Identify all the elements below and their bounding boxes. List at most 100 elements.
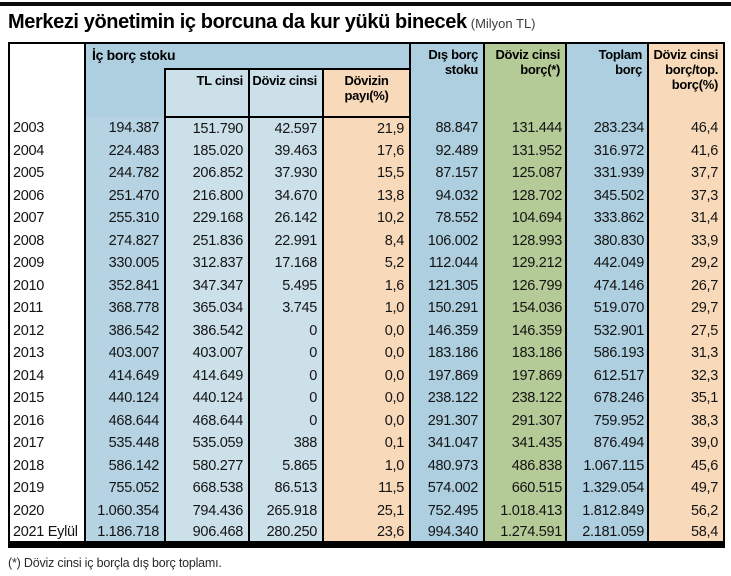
title-unit: (Milyon TL) <box>470 16 536 31</box>
table-cell: 1.067.115 <box>565 454 650 477</box>
table-cell: 612.517 <box>565 364 650 387</box>
table-row: 2003 194.387 151.790 42.597 21,9 88.847 131.44… <box>8 117 726 140</box>
table-cell: 146.359 <box>409 319 486 342</box>
header-doviz-cinsi-borc: Döviz cinsi borç(*) <box>483 43 568 117</box>
table-cell: 331.939 <box>565 162 650 185</box>
table-cell: 197.869 <box>483 364 568 387</box>
table-cell: 13,8 <box>321 184 412 207</box>
table-row: 2006 251.470 216.800 34.670 13,8 94.032 128.70… <box>8 184 726 207</box>
debt-table: İç borç stoku Dış borç stoku Döviz cinsi… <box>8 42 726 548</box>
table-cell: 121.305 <box>409 274 486 297</box>
table-cell: 10,2 <box>321 207 412 230</box>
table-cell: 345.502 <box>565 184 650 207</box>
row-year-label: 2018 <box>8 454 86 477</box>
table-cell: 1.018.413 <box>483 499 568 522</box>
table-cell: 532.901 <box>565 319 650 342</box>
table-cell: 660.515 <box>483 477 568 500</box>
table-cell: 46,4 <box>647 117 726 140</box>
table-cell: 194.387 <box>84 117 166 140</box>
table-cell: 129.212 <box>483 252 568 275</box>
table-cell: 35,1 <box>647 387 726 410</box>
row-year-label: 2013 <box>8 342 86 365</box>
table-cell: 224.483 <box>84 139 166 162</box>
table-cell: 0,1 <box>321 432 412 455</box>
table-cell: 251.470 <box>84 184 166 207</box>
table-cell: 994.340 <box>409 522 486 545</box>
row-year-label: 2020 <box>8 499 86 522</box>
table-cell: 468.644 <box>84 409 166 432</box>
table-cell: 906.468 <box>164 522 250 545</box>
table-cell: 42.597 <box>248 117 324 140</box>
table-cell: 37,7 <box>647 162 726 185</box>
table-cell: 474.146 <box>565 274 650 297</box>
table-row: 2014 414.649 414.649 0 0,0 197.869 197.869 612.… <box>8 364 726 387</box>
table-cell: 468.644 <box>164 409 250 432</box>
row-year-label: 2008 <box>8 229 86 252</box>
table-cell: 0,0 <box>321 409 412 432</box>
row-year-label: 2019 <box>8 477 86 500</box>
table-cell: 586.193 <box>565 342 650 365</box>
table-cell: 151.790 <box>164 117 250 140</box>
table-row: 2004 224.483 185.020 39.463 17,6 92.489 131.95… <box>8 139 726 162</box>
title-row: Merkezi yönetimin iç borcuna da kur yükü… <box>8 11 536 34</box>
table-cell: 31,4 <box>647 207 726 230</box>
table-cell: 347.347 <box>164 274 250 297</box>
table-cell: 17,6 <box>321 139 412 162</box>
table-cell: 32,3 <box>647 364 726 387</box>
table-cell: 752.495 <box>409 499 486 522</box>
table-cell: 580.277 <box>164 454 250 477</box>
table-cell: 197.869 <box>409 364 486 387</box>
table-cell: 668.538 <box>164 477 250 500</box>
table-cell: 37,3 <box>647 184 726 207</box>
debt-table-body: 2003 194.387 151.790 42.597 21,9 88.847 131.44… <box>8 117 726 545</box>
table-cell: 0,0 <box>321 342 412 365</box>
page-title: Merkezi yönetimin iç borcuna da kur yükü… <box>8 11 467 33</box>
table-cell: 86.513 <box>248 477 324 500</box>
table-cell: 0 <box>248 319 324 342</box>
table-cell: 37.930 <box>248 162 324 185</box>
table-cell: 403.007 <box>84 342 166 365</box>
row-year-label: 2014 <box>8 364 86 387</box>
table-cell: 330.005 <box>84 252 166 275</box>
debt-table-header: İç borç stoku Dış borç stoku Döviz cinsi… <box>8 43 726 118</box>
table-cell: 316.972 <box>565 139 650 162</box>
row-year-label: 2016 <box>8 409 86 432</box>
table-cell: 380.830 <box>565 229 650 252</box>
table-cell: 183.186 <box>409 342 486 365</box>
table-cell: 56,2 <box>647 499 726 522</box>
table-cell: 1,0 <box>321 297 412 320</box>
table-row: 2020 1.060.354 794.436 265.918 25,1 752.495 1.… <box>8 499 726 522</box>
table-cell: 388 <box>248 432 324 455</box>
table-cell: 0,0 <box>321 319 412 342</box>
table-cell: 586.142 <box>84 454 166 477</box>
table-cell: 29,7 <box>647 297 726 320</box>
table-cell: 251.836 <box>164 229 250 252</box>
table-cell: 41,6 <box>647 139 726 162</box>
table-cell: 1.274.591 <box>483 522 568 545</box>
top-divider-rule <box>0 2 731 6</box>
table-cell: 386.542 <box>164 319 250 342</box>
table-cell: 265.918 <box>248 499 324 522</box>
header-ic-borc-stoku: İç borç stoku <box>83 43 412 69</box>
table-row: 2013 403.007 403.007 0 0,0 183.186 183.186 586.… <box>8 342 726 365</box>
table-cell: 403.007 <box>164 342 250 365</box>
year-column-header-blank <box>8 43 86 117</box>
table-cell: 185.020 <box>164 139 250 162</box>
table-cell: 440.124 <box>164 387 250 410</box>
table-cell: 34.670 <box>248 184 324 207</box>
table-cell: 238.122 <box>409 387 486 410</box>
table-cell: 1.186.718 <box>84 522 166 545</box>
table-cell: 876.494 <box>565 432 650 455</box>
table-row: 2018 586.142 580.277 5.865 1,0 480.973 486.838… <box>8 454 726 477</box>
header-toplam-borc: Toplam borç <box>565 43 650 117</box>
table-cell: 216.800 <box>164 184 250 207</box>
table-cell: 3.745 <box>248 297 324 320</box>
table-cell: 45,6 <box>647 454 726 477</box>
table-row: 2010 352.841 347.347 5.495 1,6 121.305 126.799… <box>8 274 726 297</box>
table-cell: 0 <box>248 409 324 432</box>
table-cell: 128.702 <box>483 184 568 207</box>
table-cell: 229.168 <box>164 207 250 230</box>
table-cell: 25,1 <box>321 499 412 522</box>
table-cell: 150.291 <box>409 297 486 320</box>
